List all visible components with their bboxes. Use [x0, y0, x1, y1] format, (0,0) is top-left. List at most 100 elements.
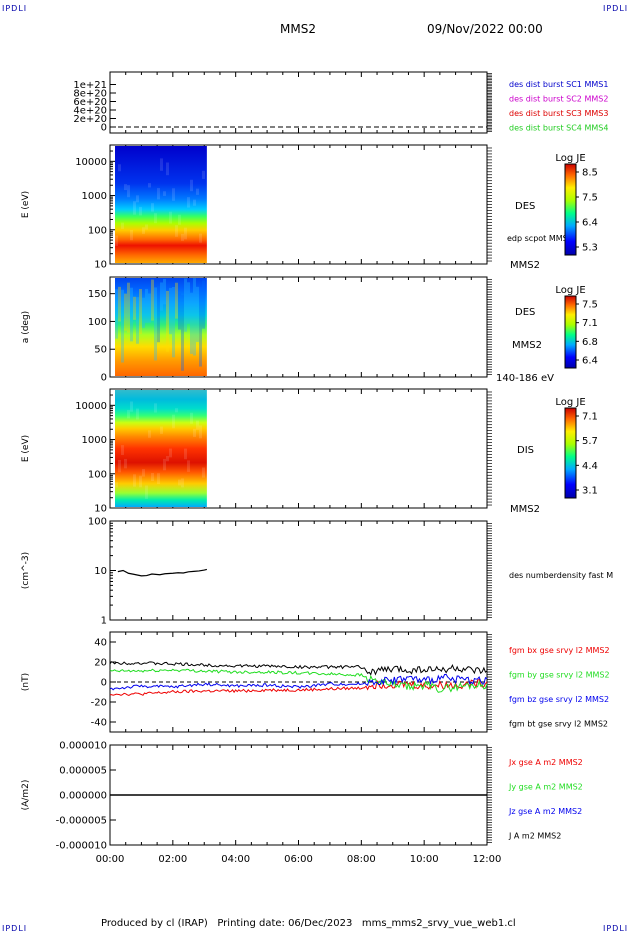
y-tick-label: 6e+20 — [73, 97, 107, 108]
spectrogram-cell — [145, 485, 148, 499]
y-tick-label: 100 — [88, 225, 107, 236]
spectrogram-cell — [157, 286, 160, 343]
spectrogram-cell — [193, 199, 196, 206]
spectrogram-fill — [115, 278, 207, 376]
spectrogram-cell — [121, 445, 124, 456]
spectrogram-cell — [178, 214, 181, 225]
spectrogram-cell — [181, 233, 184, 241]
y-tick-label: 10 — [94, 260, 107, 271]
spectrogram-cell — [151, 279, 154, 321]
y-tick-label: 150 — [88, 289, 107, 300]
spectrogram-cell — [202, 170, 205, 179]
side-label: MMS2 — [510, 504, 540, 515]
spectrogram-cell — [166, 162, 169, 176]
panel-frame-4 — [109, 520, 488, 621]
legend-entry: J A m2 MMS2 — [508, 832, 561, 841]
y-tick-label: 10000 — [75, 157, 107, 168]
spectrogram-cell — [118, 164, 121, 172]
x-tick-label: 08:00 — [347, 854, 376, 865]
y-tick-label: 100 — [88, 517, 107, 528]
spectrogram-cell — [133, 474, 136, 487]
y-tick-label: 0 — [101, 678, 107, 689]
colorbar-tick-label: 7.1 — [582, 318, 598, 329]
y-axis-label: E (eV) — [21, 191, 31, 218]
spectrogram-cell — [130, 401, 133, 412]
spectrogram-cell — [154, 403, 157, 413]
colorbar-tick-label: 5.7 — [582, 436, 598, 447]
spacecraft-title: MMS2 — [280, 22, 316, 36]
colorbar-title: Log JE — [555, 397, 585, 408]
spectrogram-cell — [166, 455, 169, 462]
y-axis-label: (nT) — [21, 673, 31, 691]
footer-text: Produced by cl (IRAP) Printing date: 06/… — [101, 918, 516, 929]
spectrogram-cell — [172, 414, 175, 429]
colorbar-tick-label: 6.4 — [582, 218, 598, 229]
y-axis-label: a (deg) — [21, 311, 31, 343]
y-tick-label: 20 — [94, 658, 107, 669]
spectrogram-cell — [169, 287, 172, 335]
colorbar-tick-label: 4.4 — [582, 461, 598, 472]
spectrogram-cell — [136, 195, 139, 203]
spectrogram-cell — [142, 297, 145, 328]
colorbar — [564, 295, 577, 369]
spectrogram-cell — [127, 282, 130, 333]
corner-label-bottom-left: IPDLI — [2, 924, 28, 933]
spectrogram-cell — [175, 225, 178, 237]
spectrogram-cell — [142, 469, 145, 477]
y-tick-label: 50 — [94, 345, 107, 356]
spectrogram-cell — [184, 227, 187, 240]
y-tick-label: -20 — [91, 698, 107, 709]
y-axis-label: (cm^-3) — [21, 552, 31, 589]
spectrogram-cell — [148, 293, 151, 323]
x-tick-label: 06:00 — [284, 854, 313, 865]
spectrogram-cell — [175, 282, 178, 319]
y-tick-label: 0 — [101, 373, 107, 384]
spectrogram-cell — [190, 179, 193, 192]
spectrogram-cell — [133, 296, 136, 320]
spectrogram-cell — [130, 230, 133, 241]
fgm-series-line — [109, 668, 488, 693]
x-tick-label: 10:00 — [410, 854, 439, 865]
spectrogram-cell — [196, 286, 199, 342]
spectrogram-cell — [187, 282, 190, 324]
spectrogram-fill — [115, 146, 207, 263]
legend-entry: des dist burst SC4 MMS4 — [509, 124, 608, 133]
spectrogram-cell — [121, 289, 124, 363]
spectrogram-cell — [187, 197, 190, 208]
x-tick-label: 04:00 — [221, 854, 250, 865]
spectrogram-cell — [181, 295, 184, 371]
colorbar-tick-label: 7.1 — [582, 412, 598, 423]
corner-label-top-right: IPDLI — [603, 4, 629, 13]
colorbar-tick-label: 5.3 — [582, 243, 598, 254]
spectrogram-cell — [184, 448, 187, 460]
spectrogram-cell — [115, 289, 118, 339]
spectrogram-cell — [202, 467, 205, 478]
legend-entry: fgm by gse srvy l2 MMS2 — [509, 671, 610, 680]
spectrogram-cell — [196, 420, 199, 430]
spectrogram-cell — [127, 185, 130, 198]
legend-entry: des dist burst SC2 MMS2 — [509, 95, 608, 104]
legend-entry: des dist burst SC3 MMS3 — [509, 109, 608, 118]
spectrogram-cell — [157, 188, 160, 200]
y-tick-label: 0.000000 — [59, 791, 107, 802]
fgm-series-line — [109, 673, 488, 691]
y-tick-label: 1 — [101, 616, 107, 627]
y-tick-label: 10 — [94, 504, 107, 515]
legend-entry: Jx gse A m2 MMS2 — [508, 758, 583, 767]
colorbar-tick-label: 8.5 — [582, 168, 598, 179]
spectrogram-cell — [121, 222, 124, 229]
spectrogram-cell — [136, 408, 139, 420]
spectrogram-cell — [157, 473, 160, 485]
side-label: DES — [515, 201, 535, 212]
x-tick-label: 12:00 — [473, 854, 502, 865]
panel-frame-0 — [109, 71, 488, 134]
spectrogram-cell — [115, 235, 118, 246]
legend-entry: fgm bx gse srvy l2 MMS2 — [509, 646, 610, 655]
y-tick-label: 1000 — [82, 435, 107, 446]
spectrogram-cell — [133, 201, 136, 215]
spectrogram-cell — [151, 472, 154, 481]
spectrogram-cell — [124, 293, 127, 331]
density-series-line — [117, 568, 208, 577]
spectrogram-cell — [187, 460, 190, 472]
